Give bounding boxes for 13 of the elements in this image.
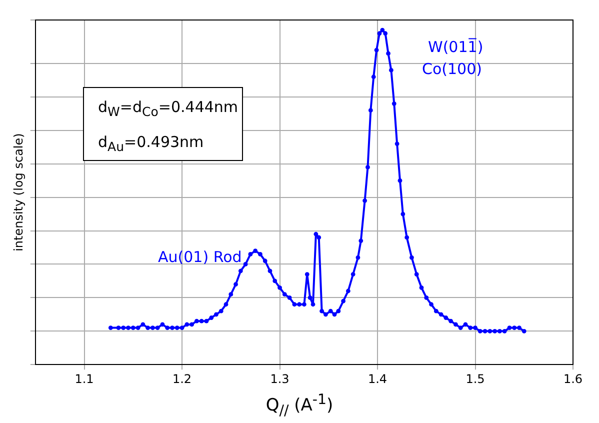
annotation: d$_{W}$=d$_{Co}$=0.444nm xyxy=(98,98,238,119)
x-tick-label: 1.4 xyxy=(368,372,388,386)
annotation: W(011̅) xyxy=(428,38,484,56)
x-tick-label: 1.3 xyxy=(270,372,290,386)
x-tick-label: 1.5 xyxy=(466,372,485,386)
y-axis-title: intensity (log scale) xyxy=(11,133,26,252)
annotation: Co(100) xyxy=(422,60,482,78)
x-tick-label: 1.1 xyxy=(74,372,94,386)
x-axis-title: Q$_{//}$ (A$^{-1}$) xyxy=(264,392,334,420)
x-tick-label: 1.6 xyxy=(563,372,583,386)
annotation: d$_{Au}$=0.493nm xyxy=(98,133,204,154)
annotation: Au(01) Rod xyxy=(158,248,242,266)
x-tick-label: 1.2 xyxy=(172,372,192,386)
